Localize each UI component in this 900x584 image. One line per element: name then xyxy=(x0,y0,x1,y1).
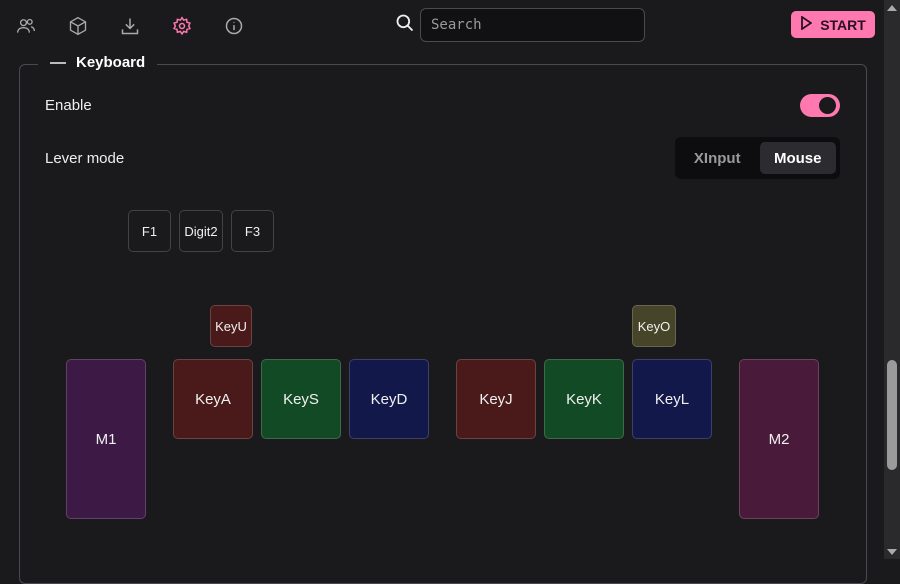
download-icon[interactable] xyxy=(119,15,141,37)
key-l[interactable]: KeyL xyxy=(632,359,712,439)
key-u[interactable]: KeyU xyxy=(210,305,252,347)
enable-label: Enable xyxy=(45,97,92,114)
scrollbar-thumb[interactable] xyxy=(887,360,897,470)
info-icon[interactable] xyxy=(223,15,245,37)
scroll-up-icon[interactable] xyxy=(887,5,897,11)
lever-option-xinput[interactable]: XInput xyxy=(693,149,741,167)
search-input[interactable] xyxy=(420,8,645,42)
section-legend: Keyboard xyxy=(38,54,158,71)
cube-icon[interactable] xyxy=(67,15,89,37)
section-title: Keyboard xyxy=(76,54,146,71)
key-j[interactable]: KeyJ xyxy=(456,359,536,439)
scroll-down-icon[interactable] xyxy=(887,549,897,555)
key-f1[interactable]: F1 xyxy=(128,210,171,252)
key-d[interactable]: KeyD xyxy=(349,359,429,439)
key-k[interactable]: KeyK xyxy=(544,359,624,439)
key-f3[interactable]: F3 xyxy=(231,210,274,252)
enable-toggle[interactable] xyxy=(800,94,840,117)
key-a[interactable]: KeyA xyxy=(173,359,253,439)
gear-icon[interactable] xyxy=(171,15,193,37)
key-m1[interactable]: M1 xyxy=(66,359,146,519)
lever-mode-selector: XInput Mouse xyxy=(675,137,840,179)
key-m2[interactable]: M2 xyxy=(739,359,819,519)
lever-mode-label: Lever mode xyxy=(45,150,125,167)
start-label: START xyxy=(820,16,866,33)
key-digit2[interactable]: Digit2 xyxy=(179,210,223,252)
lever-option-mouse[interactable]: Mouse xyxy=(759,142,836,174)
key-o[interactable]: KeyO xyxy=(632,305,676,347)
scrollbar[interactable] xyxy=(884,0,900,559)
users-icon[interactable] xyxy=(15,15,37,37)
search-icon xyxy=(395,13,415,38)
play-icon xyxy=(800,15,813,33)
start-button[interactable]: START xyxy=(791,11,875,38)
key-s[interactable]: KeyS xyxy=(261,359,341,439)
